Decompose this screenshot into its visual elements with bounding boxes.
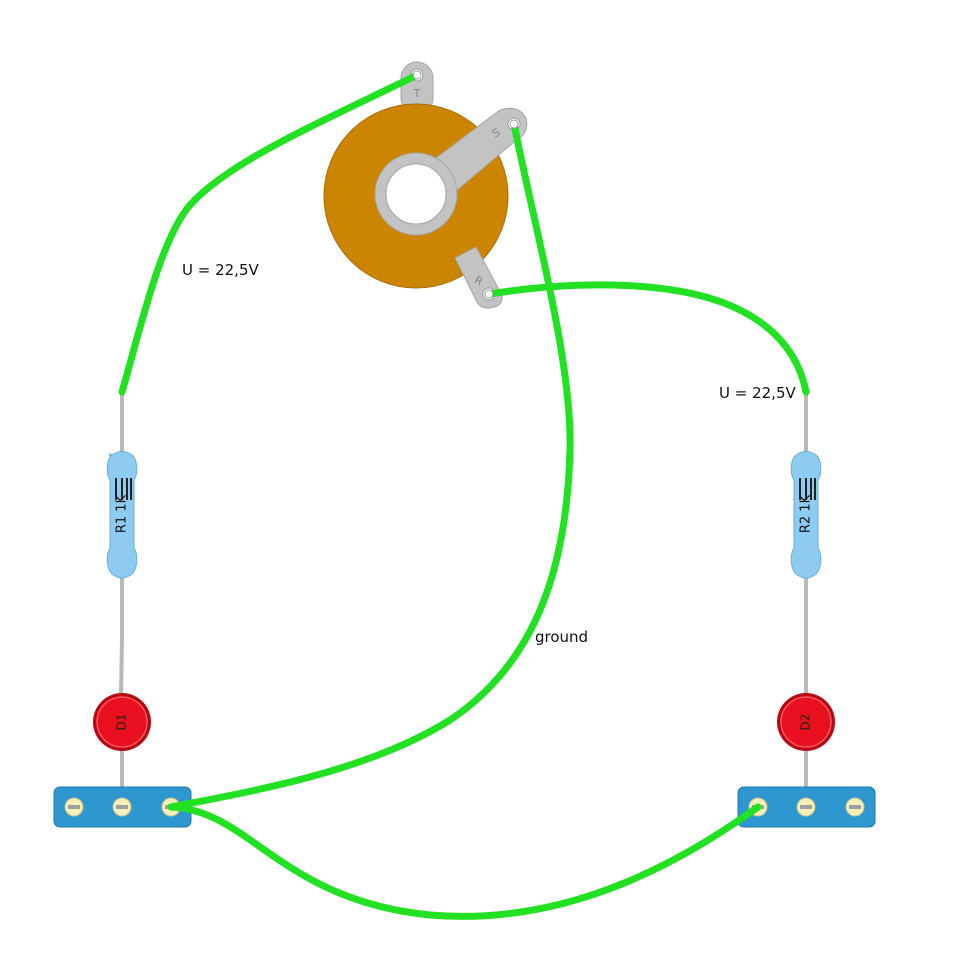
led-icon[interactable]: D1 xyxy=(93,693,151,751)
wire-ring-to-r2[interactable] xyxy=(485,281,810,396)
r1-body xyxy=(106,451,138,579)
leads xyxy=(119,390,808,808)
r2-body xyxy=(790,451,822,579)
r2-bands xyxy=(799,478,816,500)
d1-body xyxy=(96,696,148,748)
jack-hole xyxy=(385,163,447,225)
r1-label: R1 1K xyxy=(115,494,130,533)
d2-label: D2 xyxy=(799,714,813,731)
voltage-label-left: U = 22,5V xyxy=(182,261,259,279)
r1-bands xyxy=(115,478,132,500)
screw-icon[interactable] xyxy=(845,797,865,817)
led-icon[interactable]: D2 xyxy=(777,693,835,751)
resistor-icon[interactable]: R2 1K xyxy=(790,451,822,579)
screw-icon[interactable] xyxy=(112,797,132,817)
wire-tip-to-r1[interactable] xyxy=(118,71,421,396)
resistor-icon[interactable]: R1 1K xyxy=(106,451,138,579)
ground-label: ground xyxy=(535,628,588,646)
wire-sleeve-ground[interactable] xyxy=(167,120,574,811)
d1-label: D1 xyxy=(115,714,129,731)
audio-jack-icon[interactable]: T S R xyxy=(323,61,528,309)
jack-tip-label: T xyxy=(413,87,421,100)
screw-icon[interactable] xyxy=(64,797,84,817)
wire-ground-bridge[interactable] xyxy=(167,803,762,920)
screw-icon[interactable] xyxy=(796,797,816,817)
voltage-label-right: U = 22,5V xyxy=(719,384,796,402)
r1-bottom-lead xyxy=(119,570,124,698)
r2-label: R2 1K xyxy=(799,494,814,533)
wires xyxy=(118,71,810,920)
wire-ends xyxy=(412,70,519,299)
d2-body xyxy=(780,696,832,748)
terminal-strip-icon[interactable] xyxy=(53,786,192,828)
